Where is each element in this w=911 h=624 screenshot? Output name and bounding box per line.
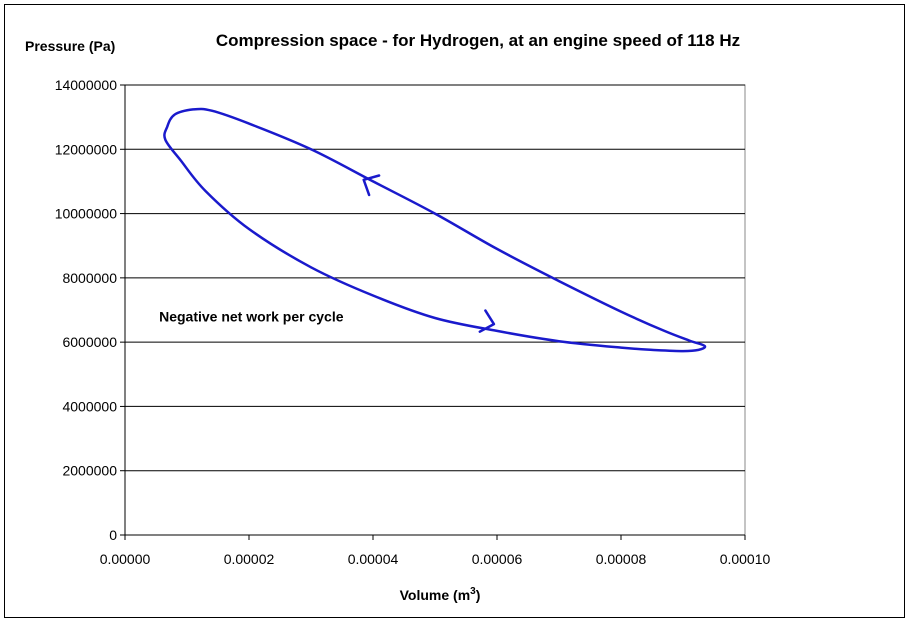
y-tick-label: 12000000 (55, 141, 118, 157)
gridlines (125, 84, 745, 472)
y-tick-label: 10000000 (55, 206, 118, 222)
x-tick-label: 0.00000 (100, 551, 151, 567)
x-axis-title-text: Volume (m (400, 587, 471, 603)
x-axis: 0.00000 0.00002 0.00004 0.00006 0.00008 0.000… (100, 534, 771, 567)
x-tick-label: 0.00002 (224, 551, 275, 567)
pv-loop-line (163, 107, 707, 353)
chart-frame (4, 4, 905, 618)
y-tick-label: 4000000 (62, 398, 117, 414)
x-tick-label: 0.00004 (348, 551, 399, 567)
series-group (163, 107, 707, 353)
y-axis-title: Pressure (Pa) (25, 38, 115, 54)
direction-arrow (362, 174, 381, 197)
chart-title: Compression space - for Hydrogen, at an … (216, 31, 740, 50)
x-axis-title-superscript: 3 (470, 586, 476, 597)
y-axis: 0 2000000 4000000 6000000 8000000 10000000 120… (55, 77, 126, 543)
direction-arrow (478, 309, 496, 333)
x-tick-label: 0.00010 (720, 551, 771, 567)
annotations: Negative net work per cycle (159, 308, 344, 324)
y-tick-label: 6000000 (62, 334, 117, 350)
x-tick-label: 0.00006 (472, 551, 523, 567)
annotation-label: Negative net work per cycle (159, 308, 344, 324)
y-tick-label: 8000000 (62, 270, 117, 286)
y-tick-label: 0 (109, 527, 117, 543)
x-tick-label: 0.00008 (596, 551, 647, 567)
y-tick-label: 14000000 (55, 77, 118, 93)
y-tick-label: 2000000 (62, 463, 117, 479)
x-axis-title-close: ) (476, 587, 481, 603)
x-axis-title: Volume (m3) (400, 586, 481, 603)
